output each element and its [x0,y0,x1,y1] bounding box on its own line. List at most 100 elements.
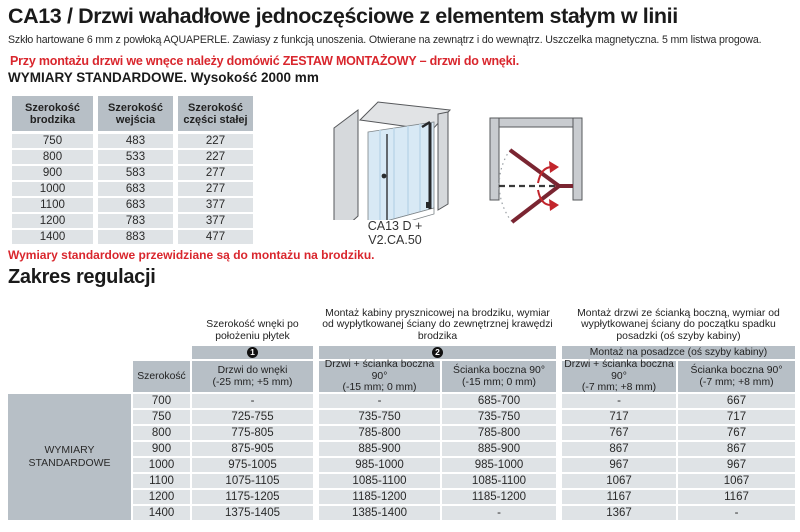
table-row: 1100 1075-1105 1085-1100 1085-1100 1067 1067 [133,474,795,488]
table-row: 700- -685-700-667 [133,394,795,408]
table-cell: 685-700 [442,394,556,408]
table-cell: 1067 [678,474,795,488]
table-cell: - [192,394,313,408]
table-cell: 900 [12,166,93,180]
table-cell: 1200 [133,490,190,504]
table-cell: 1175-1205 [192,490,313,504]
table-cell: 1185-1200 [442,490,556,504]
model-label-line1: CA13 D + [367,219,423,233]
table-cell: 1167 [562,490,676,504]
table-cell: 1167 [678,490,795,504]
table-cell: 377 [178,198,253,212]
table-cell: 1200 [12,214,93,228]
table-cell: 277 [178,166,253,180]
table-cell: 1085-1100 [442,474,556,488]
table-cell: 735-750 [319,410,440,424]
table-cell: 683 [98,182,173,196]
shower-door-isometric-diagram [333,101,452,220]
group3-header: Montaż drzwi ze ścianką boczną, wymiar o… [577,307,780,342]
table-cell: 867 [678,442,795,456]
table-row: 1400 883 477 [12,230,253,244]
table-cell: 883 [98,230,173,244]
table-cell: 1100 [133,474,190,488]
page-title: CA13 / Drzwi wahadłowe jednoczęściowe z … [8,4,678,28]
column-header-door-sidewall-15: Drzwi + ścianka boczna 90° (-15 mm; 0 mm… [319,359,440,393]
table-cell: 1067 [562,474,676,488]
table-cell: 700 [133,394,190,408]
table-cell: 1000 [12,182,93,196]
group1-header: Szerokość wnęki po położeniu płytek [206,319,299,342]
table-cell: 967 [562,458,676,472]
column-header-width: Szerokość [133,361,190,392]
table-cell: 775-805 [192,426,313,440]
table-cell: 885-900 [442,442,556,456]
door-swing-top-view-diagram [489,117,583,224]
table-cell: - [678,506,795,520]
table-cell: 1385-1400 [319,506,440,520]
table-cell: 800 [12,150,93,164]
table-cell: 1400 [12,230,93,244]
table-cell: - [442,506,556,520]
table-cell: 667 [678,394,795,408]
standard-dimensions-heading: WYMIARY STANDARDOWE. Wysokość 2000 mm [8,70,319,85]
standard-dimensions-table-header: Szerokość brodzika Szerokość wejścia Sze… [12,96,253,131]
column-header-sidewall-15: Ścianka boczna 90° (-15 mm; 0 mm) [442,361,556,392]
table-cell: 1075-1105 [192,474,313,488]
table-row: 800 775-805 785-800 785-800 767 767 [133,426,795,440]
table-row: 1200 783 377 [12,214,253,228]
table-cell: 975-1005 [192,458,313,472]
column-header-sidewall-7: Ścianka boczna 90° (-7 mm; +8 mm) [678,361,795,392]
table-row: 800 533 227 [12,150,253,164]
table-row: 750 483 227 [12,134,253,148]
standard-dimensions-side-label: WYMIARY STANDARDOWE [8,394,131,520]
table-cell: 785-800 [319,426,440,440]
table-cell: 750 [133,410,190,424]
table-row: 1200 1175-1205 1185-1200 1185-1200 1167 1167 [133,490,795,504]
product-description: Szkło hartowane 6 mm z powłoką AQUAPERLE… [8,34,762,46]
marker-2-badge: 2 [432,347,443,358]
group1-band: 1 [192,346,313,359]
table-cell: 1085-1100 [319,474,440,488]
table-cell: 725-755 [192,410,313,424]
table-row: 1100 683 377 [12,198,253,212]
table-cell: 1000 [133,458,190,472]
table-row: 1000 683 277 [12,182,253,196]
table-row: 1400 1375-1405 1385-1400-1367- [133,506,795,520]
group2-band: 2 [319,346,556,359]
table-cell: 377 [178,214,253,228]
table-cell: 1400 [133,506,190,520]
table-cell: 683 [98,198,173,212]
table-cell: 967 [678,458,795,472]
table-cell: 735-750 [442,410,556,424]
table-cell: 885-900 [319,442,440,456]
table-cell: 227 [178,150,253,164]
column-header: Szerokość brodzika [12,96,93,131]
table-cell: 1367 [562,506,676,520]
table-cell: 800 [133,426,190,440]
table-cell: - [562,394,676,408]
table-cell: 875-905 [192,442,313,456]
table-cell: 1375-1405 [192,506,313,520]
table-cell: 767 [678,426,795,440]
regulation-table-body: 700- -685-700-667 750 725-755 735-750 735-750… [133,394,795,522]
table-cell: 533 [98,150,173,164]
regulation-heading: Zakres regulacji [8,266,156,288]
table-cell: 900 [133,442,190,456]
table-cell: - [319,394,440,408]
table-cell: 1100 [12,198,93,212]
table-cell: 583 [98,166,173,180]
table-cell: 477 [178,230,253,244]
group3-band: Montaż na posadzce (oś szyby kabiny) [562,346,795,359]
table-cell: 717 [562,410,676,424]
table-cell: 985-1000 [319,458,440,472]
group2-header: Montaż kabiny prysznicowej na brodziku, … [322,307,553,342]
column-header: Szerokość wejścia [98,96,173,131]
model-label: CA13 D + V2.CA.50 [330,219,460,247]
column-header-door-sidewall-7: Drzwi + ścianka boczna 90° (-7 mm; +8 mm… [562,359,676,393]
model-label-line2: V2.CA.50 [368,232,422,247]
column-header-niche-door: Drzwi do wnęki (-25 mm; +5 mm) [192,361,313,392]
marker-1-badge: 1 [247,347,258,358]
table-cell: 985-1000 [442,458,556,472]
table-cell: 767 [562,426,676,440]
